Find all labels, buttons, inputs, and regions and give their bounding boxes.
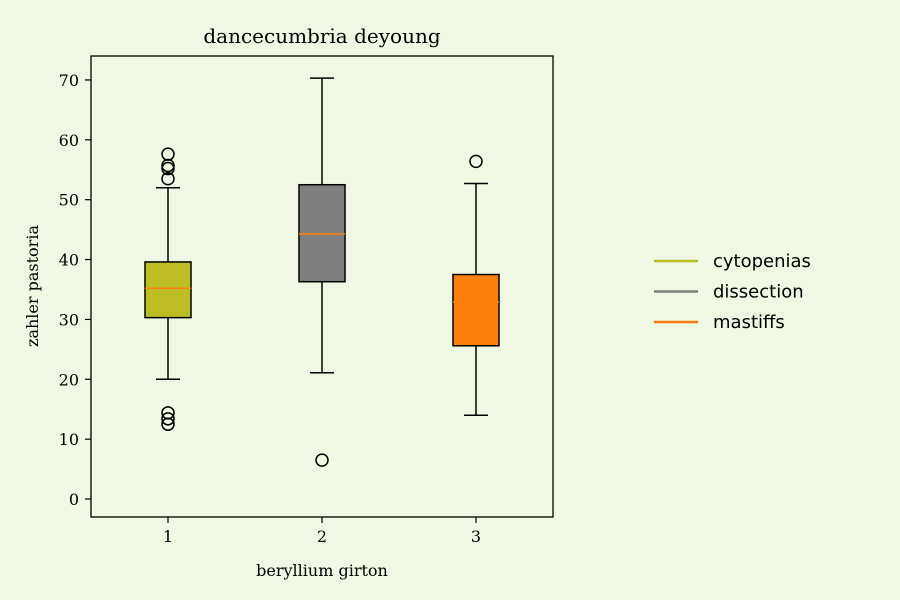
y-tick-label: 50: [59, 191, 79, 210]
x-tick-label: 1: [163, 527, 173, 546]
legend: cytopenias dissection mastiffs: [654, 251, 811, 333]
outlier-point: [161, 171, 175, 186]
legend-item: cytopenias: [654, 251, 811, 272]
y-tick-label: 20: [59, 370, 79, 389]
legend-item: dissection: [654, 282, 804, 303]
y-tick-label: 60: [59, 131, 79, 150]
y-tick-label: 70: [59, 71, 79, 90]
y-tick-label: 30: [59, 310, 79, 329]
box-group: [144, 147, 192, 431]
outlier-point: [161, 147, 175, 161]
y-axis-label: zahler pastoria: [23, 225, 42, 347]
outlier-point: [161, 412, 175, 426]
box-group: [298, 77, 346, 467]
x-tick-label: 3: [471, 527, 481, 546]
x-axis-label: beryllium girton: [256, 561, 388, 580]
legend-label: cytopenias: [713, 251, 811, 272]
x-axis: 1 2 3: [163, 517, 481, 546]
legend-label: mastiffs: [713, 312, 785, 333]
box: [144, 261, 192, 319]
y-tick-label: 10: [59, 430, 79, 449]
outlier-point: [469, 154, 483, 169]
y-axis: 0 10 20 30 40 50 60 70: [59, 71, 91, 509]
box: [452, 273, 500, 347]
x-tick-label: 2: [317, 527, 327, 546]
box-group: [452, 154, 500, 416]
legend-label: dissection: [713, 282, 804, 303]
y-tick-label: 40: [59, 251, 79, 270]
outlier-point: [161, 406, 175, 420]
legend-item: mastiffs: [654, 312, 785, 333]
boxes: [144, 77, 500, 467]
outlier-point: [315, 453, 329, 467]
y-tick-label: 0: [69, 490, 79, 509]
chart-title: dancecumbria deyoung: [203, 24, 440, 48]
